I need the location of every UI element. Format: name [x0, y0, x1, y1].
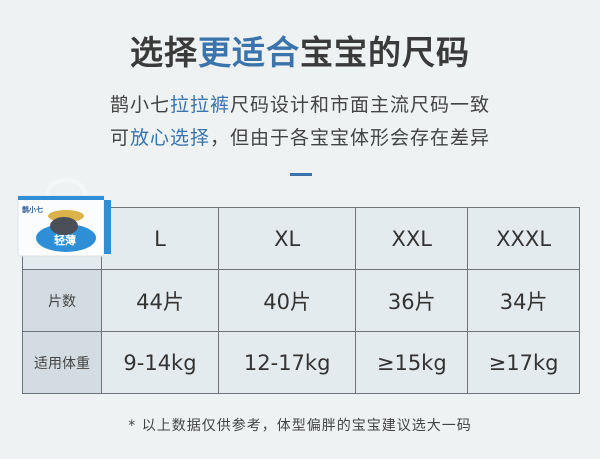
page-title: 选择更适合宝宝的尺码	[0, 26, 600, 74]
svg-text:鹊小七: 鹊小七	[22, 205, 43, 214]
table-cell: ≥17kg	[467, 331, 580, 394]
size-table: L XL XXL XXXL 片数 44片 40片 36片 34片 适用体重 9-…	[22, 207, 580, 394]
table-header-row: L XL XXL XXXL	[22, 207, 580, 270]
subtitle-line-1: 鹊小七拉拉裤尺码设计和市面主流尺码一致	[0, 90, 600, 117]
footnote: * 以上数据仅供参考，体型偏胖的宝宝建议选大一码	[128, 418, 472, 434]
table-cell: 34片	[467, 269, 580, 332]
subtitle-text: ，但由于各宝宝体形会存在差异	[210, 127, 491, 149]
subtitle-text: 鹊小七	[109, 94, 170, 116]
subtitle-highlight: 拉拉裤	[169, 94, 230, 116]
row-label: 片数	[22, 269, 102, 332]
size-header: XXL	[355, 207, 469, 270]
subtitle-line-2: 可放心选择，但由于各宝宝体形会存在差异	[0, 123, 600, 150]
table-cell: 9-14kg	[101, 331, 219, 394]
subtitle-text: 尺码设计和市面主流尺码一致	[230, 94, 491, 116]
title-part: 宝宝的尺码	[300, 33, 470, 72]
size-header: XL	[217, 207, 357, 270]
svg-text:轻薄: 轻薄	[54, 233, 76, 247]
table-cell: 44片	[101, 269, 219, 332]
subtitle-text: 可	[109, 127, 130, 149]
table-row: 适用体重 9-14kg 12-17kg ≥15kg ≥17kg	[22, 331, 580, 394]
table-row: 片数 44片 40片 36片 34片	[22, 269, 580, 332]
title-part: 选择	[130, 33, 198, 72]
table-cell: 40片	[217, 269, 357, 332]
table-cell: 36片	[355, 269, 469, 332]
table-cell: ≥15kg	[355, 331, 469, 394]
product-package-image: 鹊小七 轻薄	[17, 177, 111, 257]
size-header: XXXL	[467, 207, 580, 270]
title-highlight: 更适合	[198, 33, 300, 72]
subtitle-highlight: 放心选择	[129, 127, 210, 149]
size-header: L	[101, 207, 219, 270]
divider	[290, 173, 312, 176]
row-label: 适用体重	[22, 331, 102, 394]
table-cell: 12-17kg	[217, 331, 357, 394]
